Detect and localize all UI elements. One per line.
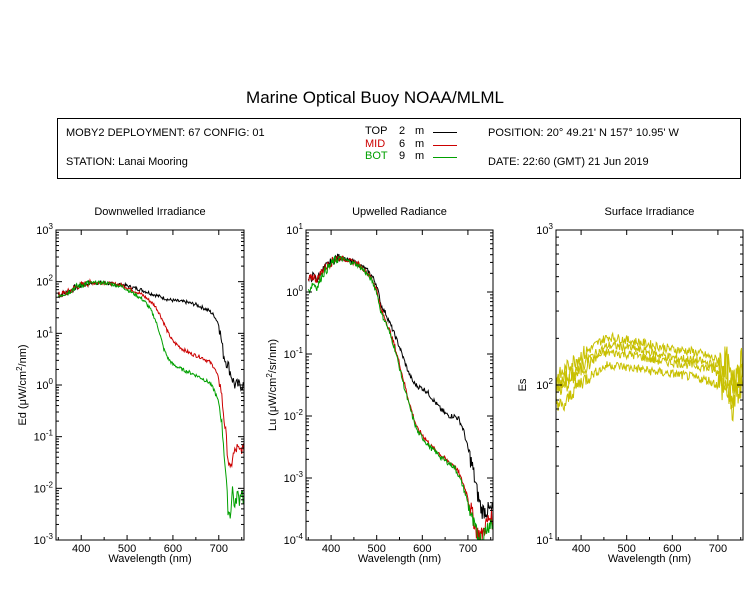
panel-title: Surface Irradiance [605, 206, 695, 218]
series-line-1 [307, 253, 493, 519]
legend-unit-top: m [415, 125, 425, 137]
panel-3: Surface Irradiance 400 500 600 700 101 102 103 W… [517, 206, 744, 565]
x-tick-label: 700 [709, 543, 727, 555]
y-axis-label: Lu (μW/cm2/sr/nm) [265, 339, 279, 431]
info-box: MOBY2 DEPLOYMENT: 67 CONFIG: 01 STATION:… [57, 118, 741, 179]
x-tick-label: 700 [459, 543, 477, 555]
x-tick-label: 600 [413, 543, 431, 555]
legend-unit-bot: m [415, 150, 425, 162]
y-tick-label: 101 [286, 222, 303, 237]
station-label: STATION: Lanai Mooring [66, 156, 188, 168]
legend-name-top: TOP [365, 125, 388, 137]
y-axis-label: Es [517, 378, 529, 391]
x-tick-label: 500 [618, 543, 636, 555]
legend-line-mid [433, 145, 457, 146]
y-tick-label: 103 [36, 222, 53, 237]
y-tick-label: 10-1 [34, 429, 54, 444]
chart-title: Marine Optical Buoy NOAA/MLML [246, 88, 504, 107]
legend-name-bot: BOT [365, 150, 388, 162]
series-line-3 [556, 348, 743, 410]
series-line-1 [556, 331, 743, 389]
y-axis-label: Ed (μW/cm2/nm) [15, 344, 29, 425]
panel-2: Upwelled Radiance 400 500 600 700 10-4 10-3 10-… [265, 206, 494, 565]
x-tick-label: 400 [322, 543, 340, 555]
x-tick-label: 400 [72, 543, 90, 555]
y-tick-label: 10-2 [34, 480, 54, 495]
y-tick-label: 100 [36, 377, 53, 392]
legend-name-mid: MID [365, 138, 386, 150]
x-tick-label: 600 [663, 543, 681, 555]
legend-depth-top: 2 [399, 125, 406, 137]
legend-unit-mid: m [415, 138, 425, 150]
x-axis-label: Wavelength (nm) [108, 553, 191, 565]
series-line-4 [556, 361, 743, 422]
y-tick-label: 10-1 [284, 346, 304, 361]
panel-1: Downwelled Irradiance 400 500 600 700 10-3 10-… [15, 206, 245, 565]
panel-title: Downwelled Irradiance [94, 206, 205, 218]
panel-title: Upwelled Radiance [352, 206, 447, 218]
y-tick-label: 10-3 [34, 532, 54, 547]
y-tick-label: 10-3 [284, 470, 304, 485]
series-line-2 [57, 278, 244, 469]
plot-frame [55, 229, 245, 541]
y-tick-label: 102 [36, 274, 53, 289]
x-tick-label: 600 [164, 543, 182, 555]
x-tick-label: 700 [210, 543, 228, 555]
position-label: POSITION: 20° 49.21' N 157° 10.95' W [488, 127, 679, 139]
deployment-label: MOBY2 DEPLOYMENT: 67 CONFIG: 01 [66, 127, 265, 139]
series-line-1 [57, 280, 244, 392]
x-axis-label: Wavelength (nm) [358, 553, 441, 565]
y-tick-label: 103 [536, 222, 553, 237]
y-tick-label: 10-2 [284, 408, 304, 423]
y-tick-label: 101 [536, 532, 553, 547]
y-tick-label: 10-4 [284, 532, 304, 547]
y-tick-label: 100 [286, 284, 303, 299]
legend-line-bot [433, 157, 457, 158]
series-line-3 [57, 279, 244, 519]
x-tick-label: 400 [572, 543, 590, 555]
legend-line-top [433, 132, 457, 133]
y-tick-label: 101 [36, 325, 53, 340]
series-line-2 [307, 255, 493, 540]
date-label: DATE: 22:60 (GMT) 21 Jun 2019 [488, 156, 649, 168]
legend-depth-bot: 9 [399, 150, 406, 162]
x-axis-label: Wavelength (nm) [608, 553, 691, 565]
series-line-3 [307, 255, 493, 540]
x-tick-label: 500 [118, 543, 136, 555]
y-tick-label: 102 [536, 377, 553, 392]
x-tick-label: 500 [368, 543, 386, 555]
legend-depth-mid: 6 [399, 138, 406, 150]
